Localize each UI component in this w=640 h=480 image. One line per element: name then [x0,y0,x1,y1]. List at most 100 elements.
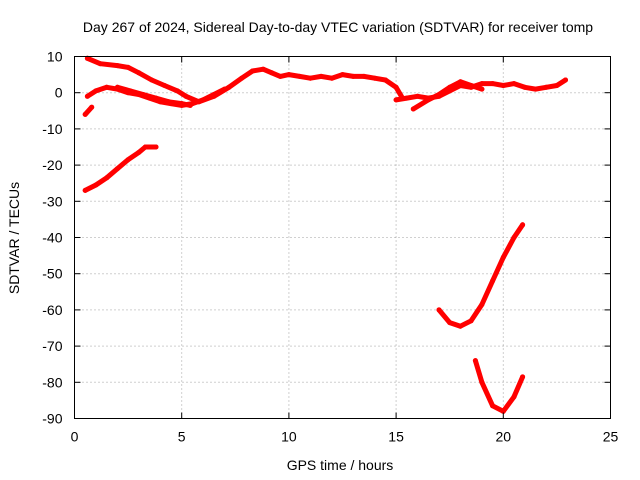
y-axis-label: SDTVAR / TECUs [6,182,22,294]
data-point [479,81,485,87]
data-point [500,83,506,88]
data-point [436,307,442,313]
data-point [93,182,99,188]
x-tick-label: 15 [388,429,404,445]
data-point [329,75,335,81]
data-point [93,88,99,94]
data-point [260,66,266,72]
data-point [125,90,131,96]
data-point [125,64,131,70]
data-point [468,318,474,324]
data-point [97,61,103,67]
data-point [147,95,152,101]
data-point [82,111,88,117]
data-point [239,75,245,81]
data-point [425,97,431,103]
data-point [436,92,442,97]
y-tick-label: -20 [42,157,62,173]
data-point [318,73,324,79]
data-point [563,77,568,83]
data-point [543,84,549,90]
data-point [226,84,232,90]
x-tick-label: 20 [496,429,512,445]
series-layer [82,55,568,414]
data-point [490,278,496,284]
x-tick-label: 5 [178,429,186,445]
data-point [179,102,185,108]
data-point [350,73,356,79]
data-point [211,92,217,97]
data-point [153,144,159,150]
data-point [84,93,90,99]
data-point [183,93,189,99]
data-point [200,97,206,103]
y-tick-label: -80 [42,374,62,390]
y-tick-label: -90 [42,411,62,427]
y-tick-label: -70 [42,338,62,354]
data-point [479,302,485,307]
data-point [136,92,142,97]
data-point [104,175,110,181]
data-point [554,83,560,88]
data-point [520,222,526,228]
data-point [307,75,313,81]
data-point [104,84,110,90]
data-point [500,408,506,414]
x-axis-label: GPS time / hours [287,457,394,473]
data-point [114,86,120,92]
y-tick-label: -50 [42,266,62,282]
data-point [84,55,90,61]
y-tick-label: -60 [42,302,62,318]
data-point [479,86,485,92]
data-point [472,358,478,364]
data-point [149,77,155,83]
data-point [457,79,463,85]
data-point [447,84,453,90]
data-point [114,166,120,172]
data-point [297,73,303,79]
data-point [189,101,195,107]
data-point [404,95,410,101]
data-point [522,84,528,90]
y-tick-label: -30 [42,193,62,209]
data-point [520,374,526,380]
data-point [511,394,517,400]
data-point [340,72,345,78]
data-point [222,86,228,92]
data-point [157,99,163,105]
series-line-9 [472,358,526,414]
data-point [511,81,517,87]
x-tick-label: 10 [281,429,297,445]
data-point [490,403,496,409]
data-point [136,149,142,155]
data-point [410,106,416,112]
data-point [162,83,167,88]
grid [74,56,611,419]
data-point [479,379,485,385]
x-tick-label: 25 [603,429,619,445]
x-tick-label: 0 [71,429,79,445]
data-point [382,77,388,83]
ticks: 0 5 10 15 20 25 10 0 -10 -20 -30 -40 -50 -60 -70 -80 -90 [42,49,618,445]
data-point [277,73,283,79]
series-line-8 [436,222,526,329]
data-point [533,86,538,92]
data-point [174,88,180,94]
data-point [89,104,95,110]
data-point [125,157,131,163]
data-point [142,144,148,150]
data-point [168,101,174,107]
chart-title: Day 267 of 2024, Sidereal Day-to-day VTE… [83,19,593,35]
data-point [372,75,378,81]
data-point [500,254,506,260]
y-tick-label: 10 [47,49,63,65]
data-point [361,73,367,79]
data-point [468,83,474,88]
data-point [82,187,88,193]
data-point [286,72,292,78]
y-tick-label: -40 [42,230,62,246]
y-tick-label: -10 [42,121,62,137]
data-point [250,68,255,74]
data-point [269,70,275,76]
